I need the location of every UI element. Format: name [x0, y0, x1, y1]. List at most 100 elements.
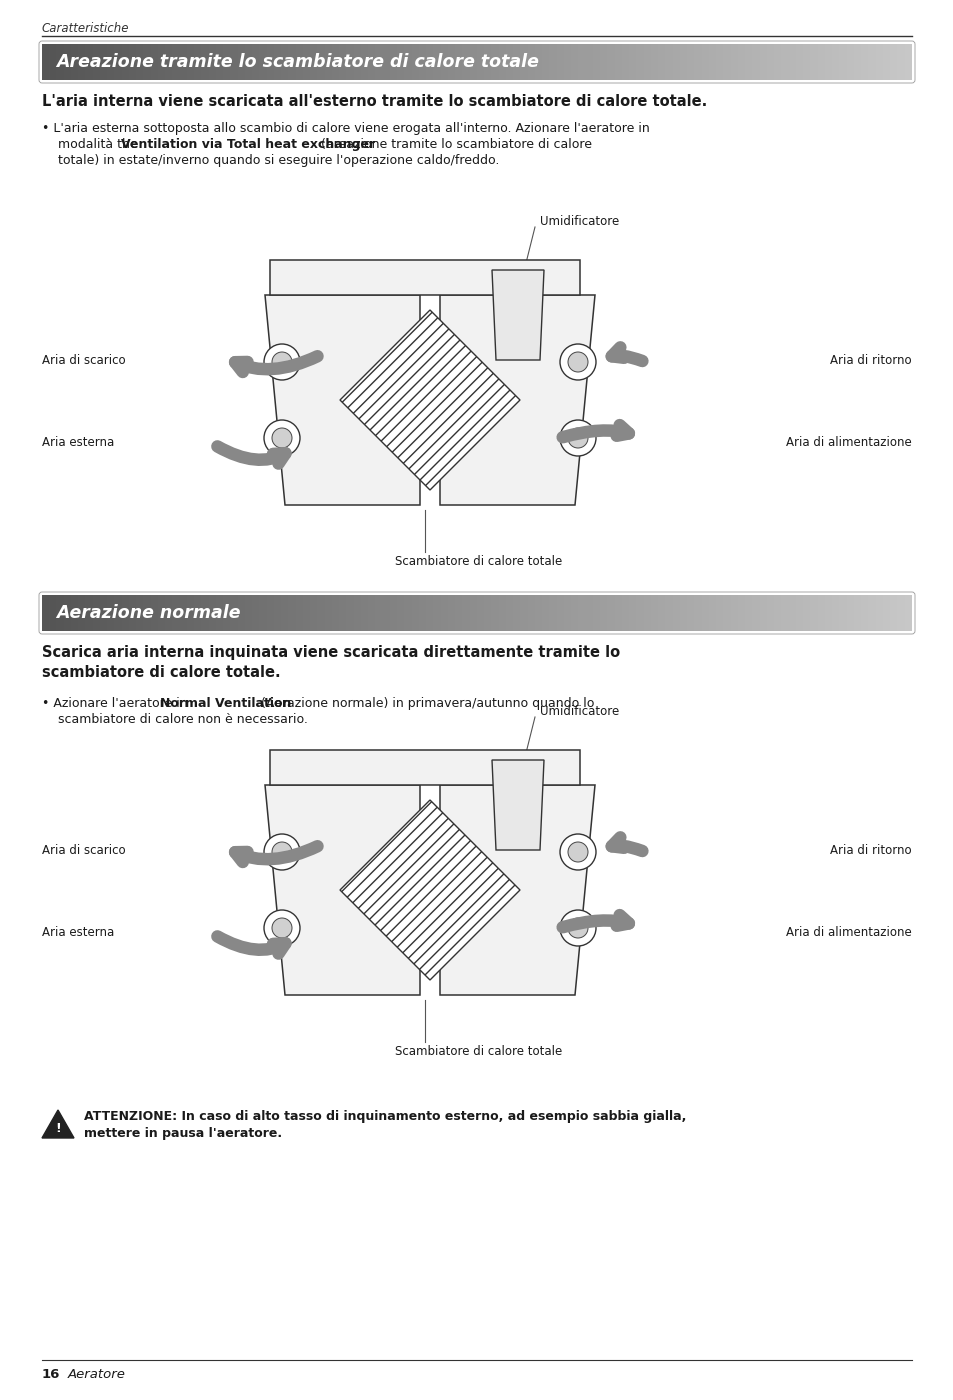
- Bar: [788, 595, 796, 631]
- Bar: [78, 43, 86, 80]
- Bar: [50, 595, 57, 631]
- Bar: [440, 43, 448, 80]
- Bar: [86, 43, 93, 80]
- Bar: [614, 595, 622, 631]
- Circle shape: [264, 910, 299, 946]
- Bar: [151, 43, 158, 80]
- Text: (areazione tramite lo scambiatore di calore: (areazione tramite lo scambiatore di cal…: [316, 139, 592, 151]
- Bar: [469, 595, 477, 631]
- Bar: [867, 595, 876, 631]
- Bar: [354, 43, 361, 80]
- Bar: [390, 43, 397, 80]
- Text: !: !: [55, 1123, 61, 1135]
- Circle shape: [567, 351, 587, 372]
- Bar: [716, 43, 723, 80]
- Bar: [288, 595, 296, 631]
- Text: Aria di ritorno: Aria di ritorno: [829, 353, 911, 367]
- Bar: [781, 43, 788, 80]
- Bar: [505, 595, 514, 631]
- Bar: [270, 260, 579, 295]
- Bar: [621, 595, 629, 631]
- Bar: [708, 595, 716, 631]
- Text: Areazione tramite lo scambiatore di calore totale: Areazione tramite lo scambiatore di calo…: [56, 53, 538, 71]
- Bar: [418, 595, 426, 631]
- Bar: [629, 595, 637, 631]
- Bar: [824, 595, 832, 631]
- Bar: [396, 595, 405, 631]
- Bar: [114, 595, 122, 631]
- Bar: [231, 43, 238, 80]
- Bar: [354, 595, 361, 631]
- Bar: [433, 595, 441, 631]
- Bar: [100, 595, 108, 631]
- Bar: [179, 595, 188, 631]
- Polygon shape: [439, 785, 595, 995]
- Bar: [541, 43, 550, 80]
- Bar: [658, 43, 665, 80]
- Bar: [136, 43, 144, 80]
- Bar: [744, 595, 752, 631]
- Bar: [774, 43, 781, 80]
- Polygon shape: [492, 760, 543, 850]
- Circle shape: [272, 841, 292, 862]
- Bar: [535, 43, 542, 80]
- Bar: [107, 595, 115, 631]
- Text: (Aerazione normale) in primavera/autunno quando lo: (Aerazione normale) in primavera/autunno…: [256, 697, 594, 710]
- Bar: [861, 43, 868, 80]
- Bar: [730, 595, 738, 631]
- Bar: [259, 43, 267, 80]
- Circle shape: [559, 834, 596, 869]
- Bar: [448, 595, 456, 631]
- Bar: [332, 43, 339, 80]
- Bar: [209, 595, 216, 631]
- Bar: [71, 43, 79, 80]
- Bar: [252, 595, 260, 631]
- Bar: [889, 43, 897, 80]
- Bar: [317, 43, 325, 80]
- Bar: [549, 43, 557, 80]
- Bar: [281, 43, 289, 80]
- Bar: [360, 43, 369, 80]
- Polygon shape: [439, 295, 595, 505]
- Bar: [462, 43, 470, 80]
- Bar: [404, 595, 412, 631]
- Bar: [129, 595, 136, 631]
- Text: Normal Ventilation: Normal Ventilation: [160, 697, 291, 710]
- Text: Scarica aria interna inquinata viene scaricata direttamente tramite lo: Scarica aria interna inquinata viene sca…: [42, 645, 619, 659]
- Bar: [513, 595, 520, 631]
- Bar: [585, 595, 593, 631]
- Bar: [520, 595, 528, 631]
- Bar: [650, 43, 659, 80]
- Bar: [114, 43, 122, 80]
- Bar: [795, 43, 803, 80]
- Text: Aeratore: Aeratore: [68, 1368, 126, 1380]
- Bar: [679, 43, 687, 80]
- Bar: [520, 43, 528, 80]
- Bar: [339, 43, 347, 80]
- Bar: [165, 595, 172, 631]
- Bar: [295, 43, 303, 80]
- Bar: [92, 43, 100, 80]
- Circle shape: [272, 428, 292, 448]
- Bar: [846, 595, 854, 631]
- Circle shape: [559, 910, 596, 946]
- Bar: [237, 595, 245, 631]
- Bar: [716, 595, 723, 631]
- Bar: [882, 595, 890, 631]
- Bar: [390, 595, 397, 631]
- Bar: [375, 43, 383, 80]
- Bar: [259, 595, 267, 631]
- Bar: [215, 43, 224, 80]
- Bar: [136, 595, 144, 631]
- Bar: [824, 43, 832, 80]
- Bar: [882, 43, 890, 80]
- Bar: [382, 43, 390, 80]
- Polygon shape: [492, 270, 543, 360]
- Text: Ventilation via Total heat exchanger: Ventilation via Total heat exchanger: [121, 139, 375, 151]
- Bar: [476, 595, 484, 631]
- Bar: [158, 43, 166, 80]
- Text: Umidificatore: Umidificatore: [539, 706, 618, 718]
- Bar: [303, 595, 311, 631]
- Bar: [194, 595, 202, 631]
- Bar: [766, 595, 774, 631]
